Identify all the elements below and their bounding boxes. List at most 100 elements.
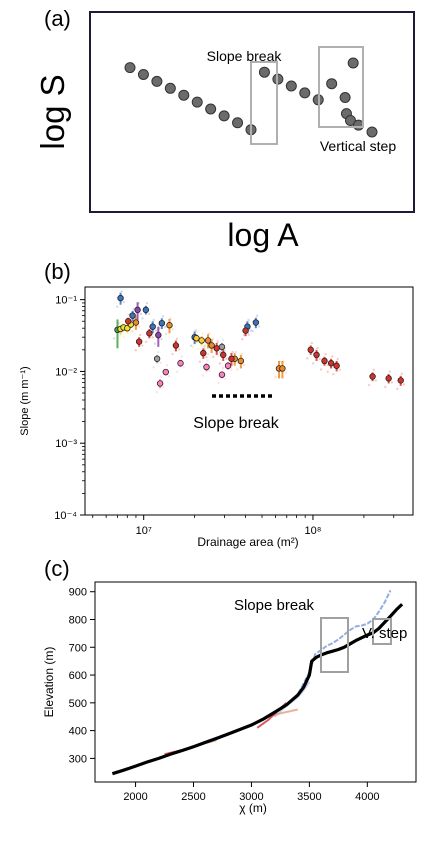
raw-slope-dot bbox=[167, 374, 171, 378]
slope-point bbox=[193, 335, 200, 342]
v-step-box bbox=[372, 618, 392, 645]
slope-point bbox=[237, 357, 245, 365]
panel-a-point bbox=[347, 57, 359, 69]
raw-slope-dot bbox=[129, 330, 132, 334]
raw-slope-dot bbox=[231, 350, 234, 354]
raw-slope-dot bbox=[330, 355, 334, 358]
raw-slope-dot bbox=[221, 366, 225, 370]
panel-a-point bbox=[344, 115, 356, 126]
raw-slope-dot bbox=[155, 390, 158, 394]
raw-slope-dot bbox=[306, 357, 309, 360]
raw-slope-dot bbox=[212, 355, 215, 359]
panel-a-point bbox=[137, 69, 149, 80]
raw-slope-dot bbox=[205, 355, 208, 359]
raw-slope-dot bbox=[206, 359, 209, 362]
panel-a-label: (a) bbox=[44, 6, 71, 31]
panel-b-marks bbox=[112, 290, 406, 394]
raw-slope-dot bbox=[139, 333, 142, 337]
slope-point bbox=[369, 373, 376, 380]
panel-a-point bbox=[218, 110, 230, 122]
slope-point bbox=[208, 342, 215, 349]
raw-slope-dot bbox=[241, 337, 244, 341]
raw-slope-dot bbox=[112, 337, 116, 340]
slope-point bbox=[158, 319, 166, 327]
raw-slope-dot bbox=[372, 368, 375, 371]
panel-c-ylabel: Elevation (m) bbox=[42, 647, 56, 718]
panel-a-point bbox=[151, 75, 163, 87]
slope-point bbox=[228, 355, 235, 362]
raw-slope-dot bbox=[165, 364, 169, 367]
raw-slope-dot bbox=[208, 369, 211, 373]
panel-a-point bbox=[205, 103, 217, 115]
raw-slope-dot bbox=[284, 371, 287, 374]
raw-slope-dot bbox=[115, 305, 119, 308]
raw-slope-dot bbox=[242, 363, 246, 367]
slope-point bbox=[149, 323, 156, 330]
raw-slope-dot bbox=[218, 351, 222, 354]
raw-slope-dot bbox=[120, 290, 123, 293]
raw-slope-dot bbox=[137, 325, 141, 328]
y-tick-label: 700 bbox=[69, 642, 87, 654]
raw-slope-dot bbox=[182, 366, 185, 369]
raw-slope-dot bbox=[164, 332, 168, 335]
panel-b-label: (b) bbox=[44, 259, 71, 284]
raw-slope-dot bbox=[132, 307, 135, 311]
raw-slope-dot bbox=[147, 312, 151, 316]
panel-a-point bbox=[299, 87, 311, 99]
raw-slope-dot bbox=[141, 344, 144, 347]
v-step-annotation: V. step bbox=[362, 625, 407, 642]
slope-point bbox=[333, 362, 340, 369]
raw-slope-dot bbox=[197, 347, 200, 351]
raw-slope-dot bbox=[318, 357, 321, 361]
raw-slope-dot bbox=[274, 375, 277, 379]
panel-a-points bbox=[124, 57, 378, 138]
panel-a-point bbox=[339, 92, 351, 103]
raw-slope-dot bbox=[194, 329, 197, 332]
raw-slope-dot bbox=[390, 381, 394, 384]
raw-slope-dot bbox=[249, 329, 252, 332]
slope-point bbox=[321, 357, 328, 365]
slope-break-annotation-c: Slope break bbox=[234, 597, 315, 614]
raw-slope-dot bbox=[131, 329, 134, 333]
raw-slope-dot bbox=[400, 372, 404, 375]
slope-point bbox=[156, 380, 164, 387]
raw-slope-dot bbox=[396, 387, 399, 391]
slope-point bbox=[125, 318, 132, 325]
raw-slope-dot bbox=[196, 330, 199, 333]
raw-slope-dot bbox=[156, 350, 160, 354]
raw-slope-dot bbox=[247, 318, 250, 322]
raw-slope-dot bbox=[118, 334, 122, 338]
raw-slope-dot bbox=[160, 337, 163, 341]
slope-point bbox=[220, 351, 227, 359]
y-tick-label: 800 bbox=[69, 615, 87, 627]
raw-slope-dot bbox=[151, 336, 154, 339]
slope-point bbox=[313, 351, 320, 359]
panel-a-point bbox=[178, 89, 190, 101]
slope-point bbox=[129, 312, 136, 319]
panel-a-xlabel: log A bbox=[227, 217, 299, 253]
slope-point bbox=[203, 363, 210, 371]
raw-slope-dot bbox=[247, 333, 251, 336]
slope-point bbox=[307, 346, 314, 354]
slope-point bbox=[213, 345, 220, 352]
raw-slope-dot bbox=[154, 329, 158, 332]
x-tick-label: 2000 bbox=[123, 791, 147, 803]
raw-slope-dot bbox=[122, 300, 125, 304]
panel-a-point bbox=[164, 82, 176, 94]
raw-slope-dot bbox=[324, 353, 327, 356]
slope-point bbox=[117, 294, 124, 302]
raw-slope-dot bbox=[367, 383, 371, 387]
raw-slope-dot bbox=[122, 331, 125, 335]
raw-slope-dot bbox=[162, 386, 165, 389]
raw-slope-dot bbox=[144, 340, 148, 344]
raw-slope-dot bbox=[134, 348, 137, 352]
slope-break-box-c bbox=[320, 617, 349, 673]
x-tick-label: 10⁸ bbox=[305, 525, 322, 537]
slope-break-annotation-a: Slope break bbox=[207, 48, 283, 64]
raw-slope-dot bbox=[120, 321, 123, 324]
raw-slope-dot bbox=[234, 350, 238, 354]
slope-point bbox=[135, 338, 143, 345]
slope-point bbox=[155, 331, 162, 339]
raw-slope-dot bbox=[221, 338, 225, 342]
